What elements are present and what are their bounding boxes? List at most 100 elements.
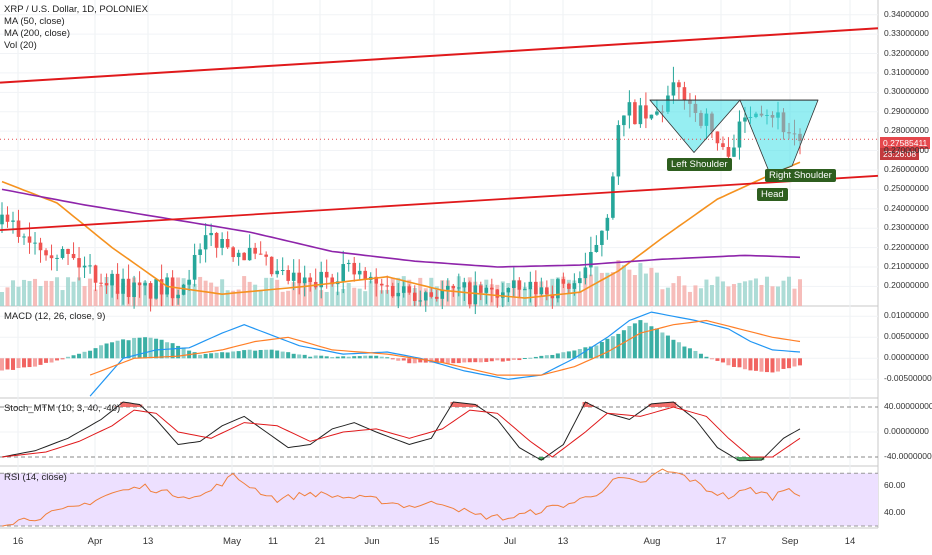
macd-histogram-bar bbox=[44, 358, 48, 363]
macd-histogram-bar bbox=[143, 337, 147, 358]
macd-histogram-bar bbox=[28, 358, 32, 367]
volume-bar bbox=[77, 277, 81, 306]
ma200-legend[interactable]: MA (200, close) bbox=[4, 28, 70, 40]
volume-bar bbox=[622, 265, 626, 306]
candle-body bbox=[72, 254, 76, 258]
candle-body bbox=[303, 278, 307, 284]
candle-body bbox=[149, 283, 153, 299]
volume-bar bbox=[600, 273, 604, 306]
price-tick-label: 0.30000000 bbox=[884, 86, 929, 96]
volume-bar bbox=[264, 278, 268, 306]
macd-histogram-bar bbox=[259, 350, 263, 358]
candle-body bbox=[275, 271, 279, 274]
candle-body bbox=[105, 283, 109, 285]
candle-body bbox=[490, 288, 494, 290]
candle-body bbox=[622, 115, 626, 125]
volume-bar bbox=[616, 260, 620, 306]
macd-histogram-bar bbox=[374, 356, 378, 359]
symbol-legend[interactable]: XRP / U.S. Dollar, 1D, POLONIEX bbox=[4, 4, 148, 16]
volume-bar bbox=[671, 283, 675, 306]
macd-histogram-bar bbox=[352, 356, 356, 358]
x-tick-label: Jul bbox=[504, 536, 516, 547]
macd-histogram-bar bbox=[501, 358, 505, 361]
volume-bar bbox=[677, 276, 681, 306]
x-tick-label: 16 bbox=[13, 536, 24, 547]
macd-histogram-bar bbox=[248, 350, 252, 359]
volume-bar bbox=[589, 275, 593, 306]
candle-body bbox=[193, 255, 197, 280]
candle-body bbox=[253, 248, 257, 254]
candle-body bbox=[347, 263, 351, 264]
candle-body bbox=[220, 239, 224, 248]
macd-histogram-bar bbox=[358, 356, 362, 358]
candle-body bbox=[237, 253, 241, 257]
candle-body bbox=[270, 257, 274, 274]
candle-body bbox=[28, 236, 32, 242]
volume-bar bbox=[209, 283, 213, 306]
macd-histogram-bar bbox=[22, 358, 26, 367]
macd-histogram-bar bbox=[770, 358, 774, 372]
macd-histogram-bar bbox=[506, 358, 510, 360]
volume-bar bbox=[792, 289, 796, 306]
volume-bar bbox=[743, 281, 747, 306]
x-tick-label: Aug bbox=[644, 536, 661, 547]
macd-histogram-bar bbox=[605, 339, 609, 358]
volume-bar bbox=[798, 279, 802, 306]
ma50-legend[interactable]: MA (50, close) bbox=[4, 16, 65, 28]
macd-legend[interactable]: MACD (12, 26, close, 9) bbox=[4, 311, 105, 323]
macd-histogram-bar bbox=[165, 342, 169, 358]
rsi-legend[interactable]: RSI (14, close) bbox=[4, 472, 67, 484]
macd-histogram-bar bbox=[149, 338, 153, 359]
candle-body bbox=[33, 243, 37, 244]
macd-histogram-bar bbox=[666, 336, 670, 359]
candle-body bbox=[451, 286, 455, 289]
macd-histogram-bar bbox=[242, 350, 246, 358]
macd-histogram-bar bbox=[220, 352, 224, 358]
candle-body bbox=[479, 285, 483, 292]
vol-legend[interactable]: Vol (20) bbox=[4, 40, 37, 52]
price-tick-label: 0.29000000 bbox=[884, 106, 929, 116]
volume-bar bbox=[281, 292, 285, 306]
macd-histogram-bar bbox=[567, 351, 571, 358]
candle-body bbox=[518, 281, 522, 290]
macd-tick-label: -0.00500000 bbox=[884, 373, 932, 383]
macd-histogram-bar bbox=[99, 345, 103, 358]
volume-bar bbox=[61, 290, 65, 306]
x-tick-label: Apr bbox=[88, 536, 103, 547]
candle-body bbox=[292, 273, 296, 281]
candle-body bbox=[77, 258, 81, 267]
macd-histogram-bar bbox=[88, 351, 92, 359]
price-tick-label: 0.33000000 bbox=[884, 28, 929, 38]
candle-body bbox=[655, 111, 659, 114]
macd-histogram-bar bbox=[545, 355, 549, 358]
macd-histogram-bar bbox=[633, 323, 637, 358]
candle-body bbox=[385, 285, 389, 286]
candle-body bbox=[176, 295, 180, 298]
volume-bar bbox=[765, 277, 769, 306]
macd-histogram-bar bbox=[748, 358, 752, 370]
macd-histogram-bar bbox=[297, 354, 301, 358]
stoch-tick-label: 0.00000000 bbox=[884, 426, 929, 436]
volume-bar bbox=[759, 285, 763, 306]
volume-bar bbox=[655, 273, 659, 306]
volume-bar bbox=[693, 285, 697, 306]
candle-body bbox=[672, 82, 676, 95]
macd-histogram-bar bbox=[644, 323, 648, 359]
macd-histogram-bar bbox=[561, 352, 565, 358]
upper-trendline bbox=[0, 28, 878, 82]
macd-histogram-bar bbox=[798, 358, 802, 365]
candle-body bbox=[341, 264, 345, 281]
overbought-fill bbox=[665, 402, 671, 407]
candle-body bbox=[617, 125, 621, 176]
macd-histogram-bar bbox=[110, 342, 114, 358]
macd-histogram-bar bbox=[286, 352, 290, 358]
macd-histogram-bar bbox=[539, 356, 543, 358]
price-tick-label: 0.20000000 bbox=[884, 280, 929, 290]
candle-body bbox=[226, 239, 230, 247]
macd-histogram-bar bbox=[0, 358, 4, 370]
stoch-legend[interactable]: Stoch_MTM (10, 3, 40, -40) bbox=[4, 403, 120, 415]
macd-histogram-bar bbox=[528, 358, 532, 359]
volume-bar bbox=[83, 286, 87, 306]
macd-histogram-bar bbox=[270, 350, 274, 359]
